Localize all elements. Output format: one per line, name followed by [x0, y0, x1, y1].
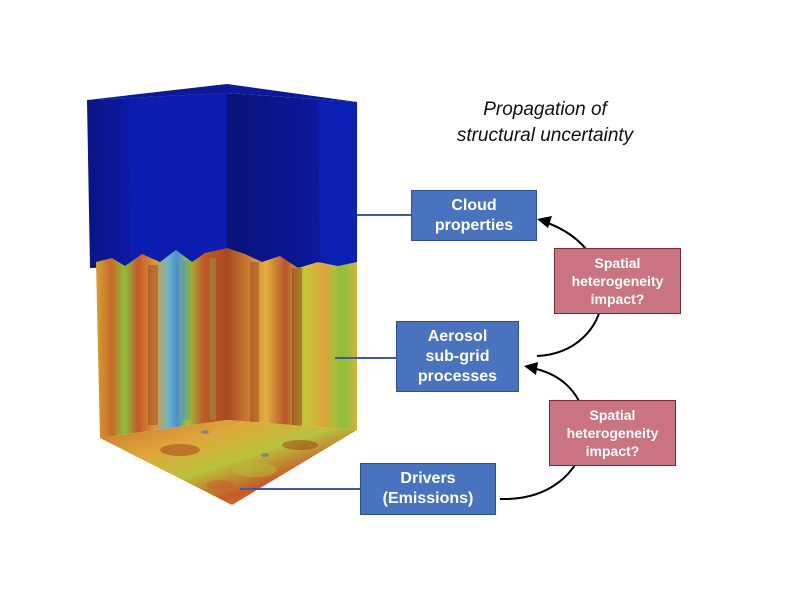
cube-right-face-bottom: [227, 248, 357, 430]
cloud-cube-illustration: [87, 84, 357, 505]
aerosol-processes-box: Aerosol sub-grid processes: [396, 321, 519, 392]
impact-lower-line-3: impact?: [585, 443, 640, 459]
cloud-box-line-2: properties: [434, 216, 514, 234]
impact-lower-line-2: heterogeneity: [566, 425, 659, 441]
drivers-box-line-2: (Emissions): [382, 490, 474, 507]
aerosol-box-line-1: Aerosol: [427, 327, 488, 345]
arrow-drivers-to-aerosol-head: [524, 362, 538, 375]
arrow-aerosol-to-cloud-head: [537, 216, 552, 228]
diagram-title: Propagation of structural uncertainty: [420, 97, 670, 149]
spatial-heterogeneity-lower-box: Spatial heterogeneity impact?: [549, 400, 676, 466]
impact-upper-line-3: impact?: [590, 291, 645, 307]
cloud-box-line-1: Cloud: [451, 196, 497, 214]
spatial-heterogeneity-upper-box: Spatial heterogeneity impact?: [554, 248, 681, 314]
impact-lower-line-1: Spatial: [589, 407, 636, 423]
drivers-box-line-1: Drivers: [400, 470, 456, 487]
impact-upper-line-2: heterogeneity: [571, 273, 664, 289]
aerosol-box-line-3: processes: [417, 367, 498, 385]
impact-upper-line-1: Spatial: [594, 255, 641, 271]
title-line-1: Propagation of: [483, 99, 607, 120]
drivers-emissions-box: Drivers (Emissions): [360, 463, 496, 515]
title-line-2: structural uncertainty: [456, 125, 634, 146]
aerosol-box-line-2: sub-grid: [425, 347, 490, 365]
cloud-properties-box: Cloud properties: [411, 190, 537, 241]
cube-floor: [100, 420, 357, 505]
cube-left-face-bottom: [96, 248, 227, 438]
